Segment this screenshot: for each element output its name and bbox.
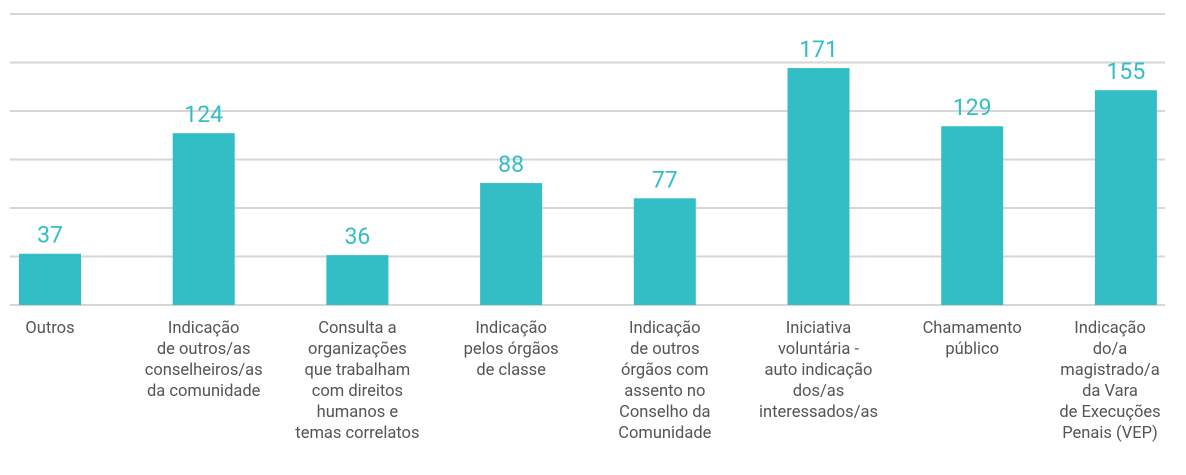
x-tick-label: Indicação de outros/as conselheiros/as d… <box>144 319 263 401</box>
value-label: 129 <box>953 94 992 121</box>
bar <box>941 126 1004 305</box>
bar <box>19 253 81 305</box>
x-tick-label: Consulta a organizações que trabalham co… <box>295 319 420 443</box>
x-tick-label: Indicação do/a magistrado/a da Vara de E… <box>1059 319 1161 443</box>
value-label: 88 <box>498 151 524 178</box>
value-label: 36 <box>344 223 370 250</box>
value-label: 171 <box>799 36 838 63</box>
bar <box>787 68 850 306</box>
bar <box>1094 90 1157 305</box>
bar <box>633 198 696 305</box>
bar <box>172 133 235 305</box>
bar <box>480 183 543 305</box>
x-tick-label: Chamamento público <box>922 319 1022 359</box>
value-label: 124 <box>184 101 223 128</box>
x-tick-label: Indicação pelos órgãos de classe <box>463 319 559 380</box>
value-label: 77 <box>652 166 678 193</box>
value-label: 155 <box>1107 58 1146 85</box>
x-tick-label: Indicação de outros órgãos com assento n… <box>618 319 712 443</box>
bar <box>326 255 389 305</box>
value-label: 37 <box>37 222 63 249</box>
x-tick-label: Iniciativa voluntária - auto indicação d… <box>759 319 878 422</box>
x-tick-label: Outros <box>25 319 75 338</box>
